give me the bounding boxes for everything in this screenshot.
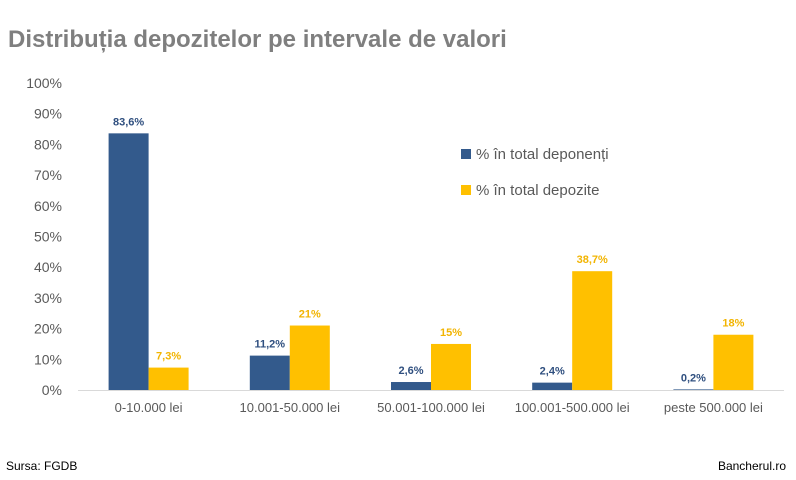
legend-label: % în total depozite: [476, 182, 599, 199]
legend-label: % în total deponenți: [476, 146, 609, 163]
data-label: 15%: [440, 327, 462, 339]
bar-depozite: [713, 334, 754, 390]
x-tick-label: 100.001-500.000 lei: [515, 400, 630, 415]
x-tick-label: 0-10.000 lei: [115, 400, 183, 415]
y-tick-label: 30%: [34, 290, 62, 306]
y-tick-label: 0%: [42, 382, 62, 398]
bar-depozite: [289, 325, 330, 390]
y-tick-label: 20%: [34, 321, 62, 337]
legend-swatch: [461, 185, 471, 195]
bar-depozite: [431, 343, 471, 390]
y-tick-label: 40%: [34, 259, 62, 275]
source-note: Sursa: FGDB: [6, 459, 78, 473]
bar-deponenti: [673, 389, 714, 390]
x-tick-label: 10.001-50.000 lei: [240, 400, 341, 415]
bar-deponenti: [391, 382, 431, 390]
bar-deponenti: [532, 382, 573, 390]
bar-chart: 0% 10% 20% 30% 40% 50% 60% 70% 80% 90% 100% 83,6% 7,…: [26, 75, 784, 415]
legend-swatch: [461, 149, 471, 159]
data-label: 2,6%: [398, 365, 423, 377]
data-label: 11,2%: [255, 339, 286, 351]
y-tick-label: 90%: [34, 106, 62, 122]
y-tick-label: 80%: [34, 136, 62, 152]
bar-depozite: [148, 367, 189, 390]
data-label: 83,6%: [113, 116, 144, 128]
data-label: 18%: [722, 318, 744, 330]
data-label: 7,3%: [156, 351, 181, 363]
y-tick-label: 100%: [26, 75, 62, 91]
y-tick-label: 50%: [34, 229, 62, 245]
data-label: 2,4%: [540, 366, 565, 378]
y-tick-label: 60%: [34, 198, 62, 214]
chart-title: Distribuția depozitelor pe intervale de …: [8, 26, 507, 53]
x-tick-label: 50.001-100.000 lei: [377, 400, 485, 415]
data-label: 21%: [299, 309, 321, 321]
bar-deponenti: [108, 133, 149, 390]
brand-label: Bancherul.ro: [717, 459, 786, 473]
y-tick-label: 10%: [34, 351, 62, 367]
data-label: 0,2%: [681, 372, 706, 384]
y-tick-label: 70%: [34, 167, 62, 183]
bar-depozite: [572, 271, 613, 390]
bar-deponenti: [249, 355, 290, 390]
data-label: 38,7%: [577, 254, 608, 266]
x-tick-label: peste 500.000 lei: [664, 400, 763, 415]
